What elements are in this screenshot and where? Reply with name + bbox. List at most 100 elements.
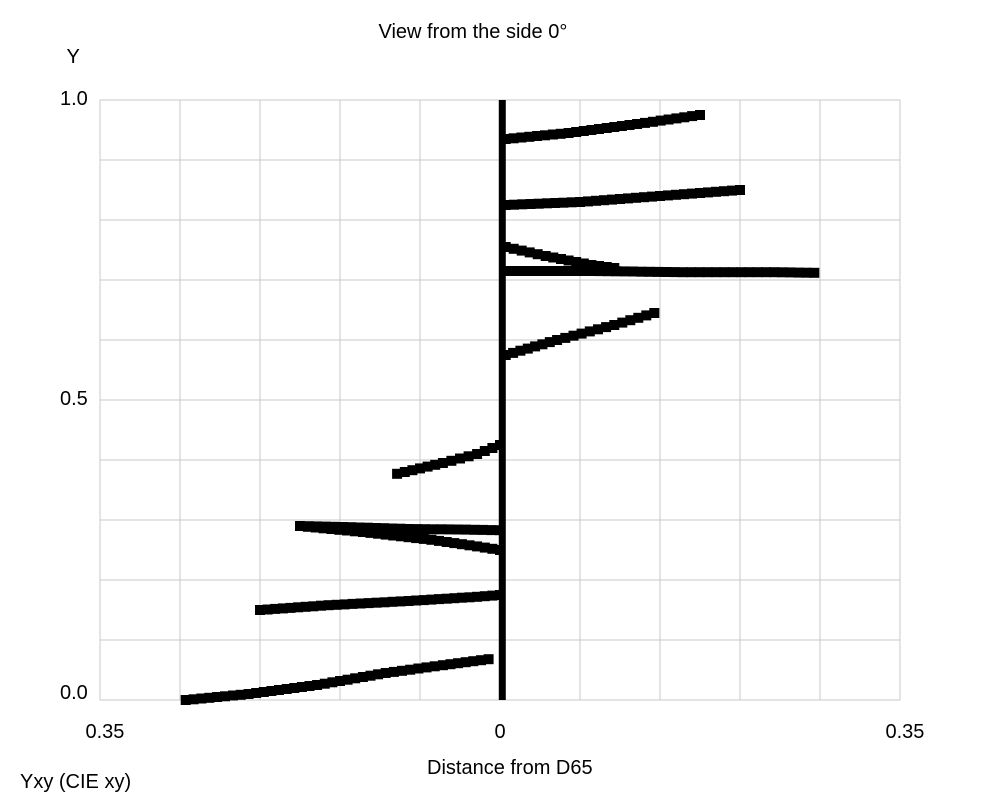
data-point bbox=[455, 453, 465, 464]
data-point bbox=[500, 242, 511, 252]
data-point bbox=[601, 322, 612, 333]
data-point bbox=[623, 193, 633, 204]
data-point bbox=[687, 111, 698, 122]
data-point bbox=[558, 197, 569, 208]
data-point bbox=[418, 533, 429, 544]
data-point bbox=[396, 531, 406, 542]
data-point bbox=[277, 603, 288, 614]
data-point bbox=[695, 188, 705, 198]
data-point bbox=[388, 530, 399, 541]
data-point bbox=[539, 266, 550, 276]
x-tick-label: 0.35 bbox=[885, 721, 925, 743]
data-point bbox=[671, 189, 681, 200]
data-point bbox=[479, 446, 490, 456]
data-point bbox=[542, 198, 552, 209]
data-point bbox=[472, 541, 483, 552]
data-point bbox=[444, 524, 455, 535]
series-8 bbox=[500, 242, 620, 273]
data-point bbox=[586, 125, 597, 135]
data-point bbox=[495, 590, 505, 600]
data-point bbox=[483, 654, 494, 665]
data-point bbox=[552, 335, 563, 345]
data-point bbox=[669, 267, 680, 278]
data-point bbox=[769, 267, 780, 278]
data-point bbox=[578, 126, 589, 136]
data-point bbox=[555, 128, 566, 139]
data-point bbox=[456, 592, 467, 603]
data-point bbox=[661, 267, 672, 277]
data-point bbox=[636, 266, 647, 277]
data-point bbox=[711, 186, 721, 197]
data-point bbox=[452, 524, 463, 535]
data-point bbox=[516, 132, 527, 143]
data-point bbox=[547, 129, 558, 140]
data-point bbox=[418, 595, 429, 606]
data-point bbox=[476, 655, 486, 666]
data-point bbox=[460, 657, 471, 668]
data-point bbox=[495, 440, 505, 450]
data-point bbox=[524, 266, 535, 276]
data-point bbox=[255, 605, 265, 615]
data-point bbox=[357, 672, 368, 682]
data-point bbox=[449, 538, 460, 549]
data-point bbox=[578, 258, 589, 269]
data-point bbox=[619, 266, 630, 277]
data-point bbox=[566, 197, 577, 208]
data-point bbox=[469, 524, 480, 535]
data-point bbox=[411, 524, 422, 535]
data-point bbox=[522, 343, 533, 354]
data-point bbox=[649, 308, 660, 318]
data-point bbox=[407, 465, 418, 476]
data-point bbox=[220, 691, 230, 702]
data-point bbox=[801, 267, 812, 278]
data-point bbox=[547, 266, 558, 276]
series-7 bbox=[500, 266, 820, 278]
data-point bbox=[515, 345, 526, 356]
data-point bbox=[500, 200, 511, 210]
data-point bbox=[548, 252, 559, 263]
data-point bbox=[379, 597, 390, 608]
data-point bbox=[464, 540, 475, 551]
data-point bbox=[472, 449, 483, 459]
data-point bbox=[624, 120, 635, 130]
data-point bbox=[594, 261, 604, 271]
y-tick-label: 0.5 bbox=[60, 388, 88, 410]
data-point bbox=[594, 266, 605, 277]
data-point bbox=[350, 673, 361, 684]
data-point bbox=[302, 521, 313, 532]
data-point bbox=[380, 529, 391, 540]
data-point bbox=[342, 674, 353, 685]
data-point bbox=[395, 596, 406, 607]
data-point bbox=[434, 535, 444, 546]
data-point bbox=[583, 196, 593, 207]
data-point bbox=[331, 599, 342, 610]
data-point bbox=[295, 521, 305, 531]
data-point bbox=[487, 443, 498, 453]
data-point bbox=[437, 458, 448, 468]
data-point bbox=[508, 266, 519, 276]
data-point bbox=[525, 199, 536, 209]
data-point bbox=[428, 524, 439, 535]
data-point bbox=[319, 678, 330, 689]
data-point bbox=[415, 463, 425, 474]
data-point bbox=[495, 525, 505, 536]
data-point bbox=[495, 545, 505, 555]
data-point bbox=[556, 254, 566, 264]
data-point bbox=[403, 596, 414, 606]
data-point bbox=[334, 524, 345, 535]
data-point bbox=[508, 243, 519, 254]
data-point bbox=[694, 267, 705, 278]
data-point bbox=[578, 266, 589, 276]
data-point bbox=[727, 267, 738, 278]
data-point bbox=[631, 192, 641, 203]
data-point bbox=[576, 328, 587, 339]
data-point bbox=[599, 195, 609, 206]
data-point bbox=[281, 684, 292, 694]
data-point bbox=[719, 267, 730, 278]
data-point bbox=[609, 122, 620, 132]
data-point bbox=[373, 669, 384, 680]
data-point bbox=[357, 527, 368, 537]
data-point bbox=[560, 332, 571, 343]
data-point bbox=[509, 199, 519, 210]
